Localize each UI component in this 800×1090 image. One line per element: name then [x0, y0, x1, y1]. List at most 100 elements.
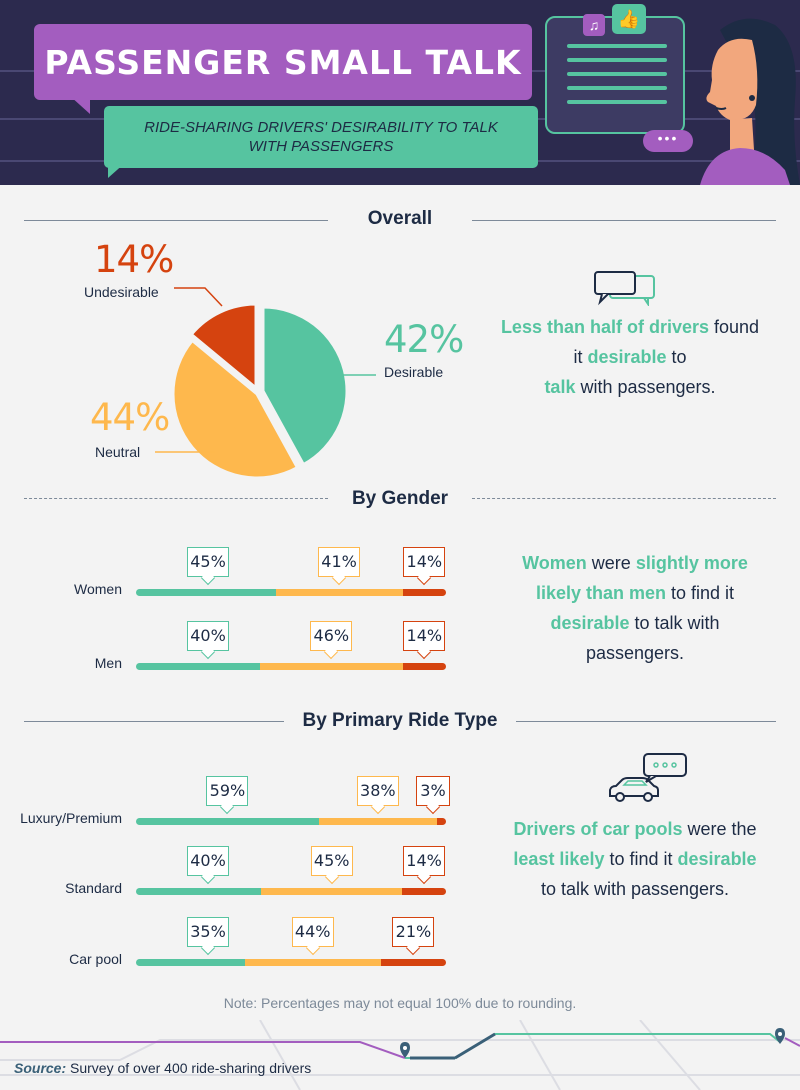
pie-slice-desirable — [261, 305, 349, 467]
badge-pointer — [220, 799, 235, 815]
bar-segment-undesirable — [402, 888, 446, 895]
badge-pointer — [200, 570, 216, 586]
section-divider — [24, 498, 328, 499]
badge-desirable: 40% — [187, 621, 229, 660]
badge-undesirable: 14% — [403, 547, 446, 586]
badge-value: 45% — [190, 552, 226, 571]
bar-segment-neutral — [318, 818, 437, 825]
pie-label-undesirable: Undesirable — [84, 284, 159, 300]
thumbs-up-icon: 👍 — [612, 4, 646, 34]
bar-segment-desirable — [136, 818, 319, 825]
badge-pointer — [324, 644, 339, 660]
rounding-note: Note: Percentages may not equal 100% due… — [223, 995, 577, 1011]
badge-value: 14% — [406, 626, 443, 645]
bar-segment-undesirable — [402, 589, 446, 596]
badge-value: 14% — [406, 552, 443, 571]
music-note-icon: ♫ — [583, 14, 605, 36]
badge-pointer — [417, 869, 432, 885]
bar-row-label: Men — [94, 655, 122, 671]
badge-value: 3% — [420, 781, 446, 800]
callout-highlight: talk — [544, 377, 576, 397]
subtitle-bubble-tail — [108, 162, 126, 178]
callout-highlight: Women — [522, 553, 587, 573]
callout-highlight: slightly more likely than men — [535, 553, 748, 603]
badge-neutral: 46% — [310, 621, 353, 660]
badge-neutral: 45% — [310, 846, 353, 885]
badge-pointer — [425, 799, 441, 815]
callout-text: to talk with passengers. — [540, 879, 730, 899]
callout-text: to find it — [666, 583, 735, 603]
badge-value: 40% — [190, 626, 226, 645]
badge-value: 45% — [313, 851, 350, 870]
badge-desirable: 45% — [187, 547, 229, 586]
callout-text: to talk with passengers. — [585, 613, 720, 663]
source-text: Survey of over 400 ride-sharing drivers — [66, 1060, 312, 1076]
callout-highlight: least likely — [513, 849, 605, 869]
bar-segment-undesirable — [402, 663, 446, 670]
bar-segment-desirable — [136, 663, 260, 670]
badge-value: 38% — [360, 781, 396, 800]
callout-highlight: Less than half of drivers — [500, 317, 709, 337]
chat-line — [567, 44, 667, 48]
bar-segment-undesirable — [380, 959, 446, 966]
car-chat-icon — [609, 753, 687, 802]
chat-line — [567, 58, 667, 62]
callout-highlight: Drivers of car pools — [513, 819, 683, 839]
badge-pointer — [370, 799, 385, 815]
badge-neutral: 44% — [291, 917, 334, 956]
title-bubble — [34, 24, 532, 100]
callout-gender: Women were slightly more likely than men… — [510, 548, 760, 668]
woman-illustration — [700, 18, 800, 185]
badge-undesirable: 21% — [392, 917, 435, 956]
route-map-illustration — [0, 1020, 800, 1090]
typing-bubble-icon: ••• — [643, 130, 693, 152]
pie-label-desirable: Desirable — [384, 364, 444, 380]
badge-pointer — [200, 940, 216, 956]
pie-label-neutral-pct: 44% — [90, 396, 170, 439]
badge-undesirable: 14% — [403, 621, 446, 660]
page-title: PASSENGER SMALL TALK — [44, 42, 522, 82]
source-citation: Source: Survey of over 400 ride-sharing … — [14, 1060, 311, 1076]
title-bubble-tail — [70, 96, 90, 114]
pie-chart — [155, 287, 376, 480]
section-divider — [24, 721, 284, 722]
callout-text: were the — [682, 819, 757, 839]
pie-slice-neutral — [171, 338, 300, 480]
callout-text: were — [586, 553, 636, 573]
callout-text: to — [666, 347, 687, 367]
badge-desirable: 35% — [187, 917, 229, 956]
chat-line — [567, 100, 667, 104]
header-banner: PASSENGER SMALL TALK RIDE-SHARING DRIVER… — [0, 0, 800, 185]
badge-pointer — [417, 570, 432, 586]
callout-highlight: desirable — [677, 849, 757, 869]
bar-row-label: Luxury/Premium — [20, 810, 122, 826]
badge-pointer — [406, 940, 421, 956]
badge-undesirable: 3% — [416, 776, 450, 815]
callout-highlight: desirable — [550, 613, 630, 633]
chat-line — [567, 86, 667, 90]
section-title-overall: Overall — [367, 208, 433, 229]
badge-pointer — [417, 644, 432, 660]
badge-pointer — [331, 570, 347, 586]
badge-value: 46% — [313, 626, 350, 645]
badge-neutral: 41% — [318, 547, 361, 586]
section-title-ride-type: By Primary Ride Type — [302, 710, 498, 731]
bar-segment-desirable — [136, 589, 276, 596]
badge-pointer — [305, 940, 320, 956]
bar-segment-undesirable — [436, 818, 446, 825]
pie-label-desirable-pct: 42% — [384, 318, 464, 361]
bar-segment-neutral — [260, 663, 403, 670]
bar-segment-neutral — [261, 888, 403, 895]
section-divider — [472, 498, 776, 499]
callout-highlight: desirable — [587, 347, 667, 367]
badge-desirable: 59% — [206, 776, 249, 815]
bar-row-label: Car pool — [69, 951, 122, 967]
pie-slice-undesirable — [189, 302, 258, 392]
callout-text: found it — [573, 317, 760, 367]
chat-line — [567, 72, 667, 76]
badge-neutral: 38% — [356, 776, 399, 815]
page-subtitle: RIDE-SHARING DRIVERS' DESIRABILITY TO TA… — [104, 106, 538, 168]
bar-segment-desirable — [136, 888, 262, 895]
badge-value: 40% — [190, 851, 226, 870]
bar-segment-desirable — [136, 959, 245, 966]
